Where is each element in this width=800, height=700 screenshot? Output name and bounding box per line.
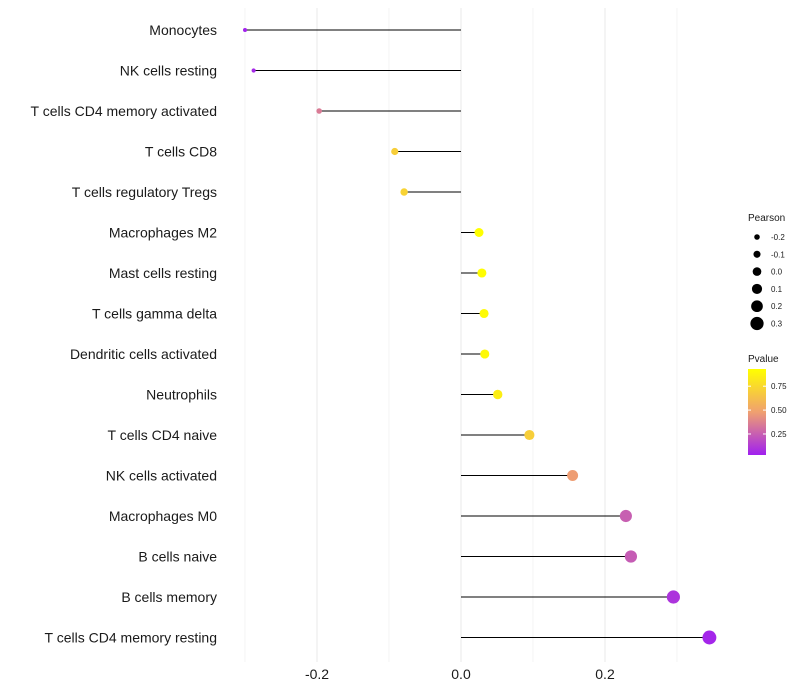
- point-neutrophils: [493, 389, 503, 400]
- category-label-nk-cells-activated: NK cells activated: [106, 468, 217, 484]
- category-label-t-cells-cd4-memory-activated: T cells CD4 memory activated: [31, 103, 217, 119]
- point-t-cells-gamma-delta: [479, 308, 489, 319]
- category-label-t-cells-gamma-delta: T cells gamma delta: [92, 306, 217, 322]
- category-label-macrophages-m2: Macrophages M2: [109, 225, 217, 241]
- category-label-mast-cells-resting: Mast cells resting: [109, 265, 217, 281]
- pearson-legend-key: [753, 250, 761, 258]
- pearson-legend-label: 0.0: [771, 268, 783, 277]
- category-label-neutrophils: Neutrophils: [146, 387, 217, 403]
- x-tick-label: 0.0: [451, 666, 471, 682]
- pearson-legend-keys: -0.2 -0.1 0.0 0.1 0.2 0.3: [750, 233, 785, 331]
- pearson-legend-label: 0.1: [771, 285, 783, 294]
- x-tick-label: -0.2: [305, 666, 329, 682]
- category-label-dendritic-cells-activated: Dendritic cells activated: [70, 346, 217, 362]
- pearson-legend-key: [752, 267, 762, 276]
- pearson-legend-label: -0.2: [771, 233, 785, 242]
- point-t-cells-cd4-naive: [524, 429, 535, 441]
- point-nk-cells-resting: [251, 68, 256, 73]
- pvalue-tick-label: 0.25: [771, 430, 787, 439]
- point-b-cells-naive: [624, 550, 638, 563]
- pearson-legend-label: -0.1: [771, 250, 785, 259]
- point-monocytes: [243, 28, 247, 32]
- category-label-b-cells-memory: B cells memory: [121, 589, 217, 605]
- point-mast-cells-resting: [477, 268, 487, 278]
- point-dendritic-cells-activated: [480, 349, 490, 359]
- category-label-macrophages-m0: Macrophages M0: [109, 508, 217, 524]
- category-label-layer: Monocytes NK cells resting T cells CD4 mem…: [31, 22, 218, 646]
- point-b-cells-memory: [666, 590, 680, 604]
- pearson-size-legend: Pearson -0.2 -0.1 0.0 0.1 0.2 0.3: [748, 213, 785, 331]
- point-t-cells-cd4-memory-resting: [702, 630, 717, 645]
- pvalue-color-legend: Pvalue 0.75 0.50 0.25: [748, 354, 787, 455]
- pearson-legend-key: [751, 283, 763, 294]
- pearson-legend-key: [750, 316, 764, 331]
- pearson-legend-key: [754, 234, 760, 240]
- category-label-t-cells-cd8: T cells CD8: [145, 144, 217, 160]
- pearson-legend-label: 0.3: [771, 320, 783, 329]
- category-label-monocytes: Monocytes: [149, 22, 217, 38]
- category-label-t-cells-cd4-memory-resting: T cells CD4 memory resting: [45, 630, 217, 646]
- x-tick-label: 0.2: [595, 666, 615, 682]
- point-t-cells-regulatory-tregs: [400, 188, 408, 196]
- point-layer: [243, 28, 717, 645]
- point-nk-cells-activated: [567, 470, 579, 481]
- category-label-nk-cells-resting: NK cells resting: [120, 63, 217, 79]
- x-tick-label-layer: -0.2 0.0 0.2: [305, 666, 615, 682]
- pvalue-tick-label: 0.75: [771, 382, 787, 391]
- category-label-t-cells-cd4-naive: T cells CD4 naive: [108, 427, 218, 443]
- stem-layer: [245, 29, 710, 638]
- category-label-b-cells-naive: B cells naive: [138, 549, 217, 565]
- point-t-cells-cd4-memory-activated: [316, 108, 322, 114]
- point-t-cells-cd8: [391, 147, 399, 156]
- pearson-legend-title: Pearson: [748, 213, 785, 224]
- pvalue-colorbar-ticks: 0.75 0.50 0.25: [748, 382, 787, 439]
- point-macrophages-m2: [474, 228, 484, 237]
- pvalue-tick-label: 0.50: [771, 406, 787, 415]
- pearson-legend-key: [751, 300, 763, 313]
- pvalue-colorbar: [748, 369, 766, 455]
- pearson-legend-label: 0.2: [771, 302, 783, 311]
- point-macrophages-m0: [619, 509, 632, 523]
- grid-layer: [244, 8, 678, 662]
- pvalue-legend-title: Pvalue: [748, 354, 779, 365]
- category-label-t-cells-regulatory-tregs: T cells regulatory Tregs: [72, 184, 217, 200]
